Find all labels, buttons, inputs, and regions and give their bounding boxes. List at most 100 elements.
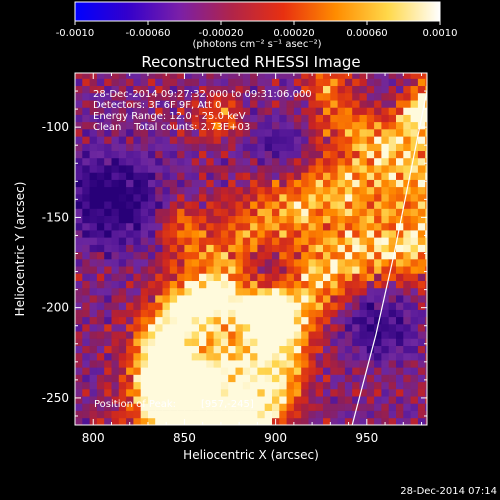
heatmap-cell — [169, 417, 178, 425]
heatmap-cell — [344, 266, 353, 274]
heatmap-cell — [352, 85, 360, 94]
heatmap-cell — [206, 410, 214, 419]
heatmap-cell — [344, 92, 353, 101]
heatmap-cell — [169, 201, 178, 209]
heatmap-cell — [213, 172, 222, 180]
heatmap-cell — [388, 201, 397, 209]
heatmap-cell — [323, 121, 331, 130]
heatmap-cell — [264, 360, 273, 368]
heatmap-cell — [315, 230, 324, 238]
heatmap-cell — [264, 273, 273, 282]
heatmap-cell — [308, 165, 317, 173]
heatmap-cell — [308, 323, 317, 332]
heatmap-cell — [374, 258, 382, 267]
heatmap-cell — [206, 280, 214, 289]
heatmap-cell — [366, 78, 375, 87]
heatmap-cell — [381, 222, 390, 231]
heatmap-cell — [148, 215, 156, 224]
heatmap-cell — [330, 78, 338, 87]
heatmap-cell — [337, 85, 346, 94]
heatmap-cell — [403, 295, 411, 303]
heatmap-cell — [344, 201, 353, 209]
heatmap-cell — [286, 85, 295, 94]
heatmap-cell — [184, 403, 193, 411]
heatmap-cell — [228, 360, 236, 368]
heatmap-cell — [388, 85, 397, 94]
heatmap-cell — [228, 215, 236, 224]
heatmap-cell — [162, 230, 171, 238]
colorbar-ticks: -0.0010 -0.00060 -0.00020 0.00020 0.00060 0.0… — [56, 21, 458, 39]
heatmap-cell — [169, 352, 178, 361]
heatmap-cell — [220, 136, 229, 144]
heatmap-cell — [388, 179, 397, 188]
heatmap-cell — [220, 280, 229, 289]
heatmap-cell — [396, 287, 404, 296]
heatmap-cell — [315, 273, 324, 282]
heatmap-cell — [220, 179, 229, 188]
heatmap-cell — [75, 396, 83, 404]
heatmap-cell — [293, 121, 302, 130]
heatmap-cell — [264, 388, 273, 397]
heatmap-cell — [184, 92, 193, 101]
heatmap-cell — [235, 208, 244, 217]
heatmap-cell — [257, 345, 266, 354]
heatmap-cell — [352, 244, 360, 253]
heatmap-cell — [169, 85, 178, 94]
heatmap-cell — [330, 266, 338, 274]
heatmap-cell — [308, 150, 317, 159]
heatmap-cell — [323, 331, 331, 339]
x-tick-label: 950 — [355, 431, 378, 445]
heatmap-cell — [374, 295, 382, 303]
heatmap-cell — [250, 410, 258, 419]
heatmap-cell — [242, 258, 251, 267]
heatmap-cell — [148, 309, 156, 318]
heatmap-cell — [213, 352, 222, 361]
heatmap-cell — [257, 316, 266, 325]
heatmap-cell — [206, 381, 214, 390]
heatmap-cell — [133, 100, 142, 108]
heatmap-cell — [191, 172, 200, 180]
heatmap-cell — [366, 85, 375, 94]
heatmap-cell — [403, 323, 411, 332]
heatmap-cell — [337, 244, 346, 253]
heatmap-cell — [403, 345, 411, 354]
heatmap-cell — [366, 186, 375, 195]
heatmap-cell — [96, 287, 105, 296]
heatmap-cell — [199, 302, 207, 310]
heatmap-cell — [425, 172, 427, 180]
heatmap-cell — [425, 73, 427, 79]
heatmap-cell — [293, 215, 302, 224]
heatmap-cell — [396, 165, 404, 173]
heatmap-cell — [250, 280, 258, 289]
heatmap-cell — [359, 136, 368, 144]
heatmap-cell — [417, 172, 426, 180]
heatmap-cell — [293, 78, 302, 87]
heatmap-cell — [191, 388, 200, 397]
heatmap-cell — [220, 222, 229, 231]
heatmap-cell — [199, 201, 207, 209]
heatmap-cell — [337, 237, 346, 245]
heatmap-cell — [96, 114, 105, 123]
heatmap-cell — [89, 107, 98, 115]
heatmap-cell — [118, 73, 127, 79]
heatmap-cell — [330, 345, 338, 354]
heatmap-cell — [388, 215, 397, 224]
heatmap-cell — [323, 136, 331, 144]
heatmap-cell — [148, 92, 156, 101]
heatmap-cell — [396, 244, 404, 253]
heatmap-cell — [199, 396, 207, 404]
heatmap-cell — [344, 100, 353, 108]
heatmap-cell — [301, 280, 309, 289]
heatmap-cell — [366, 309, 375, 318]
heatmap-cell — [403, 302, 411, 310]
heatmap-cell — [264, 258, 273, 267]
heatmap-cell — [417, 266, 426, 274]
heatmap-cell — [257, 92, 266, 101]
heatmap-cell — [425, 403, 427, 411]
heatmap-cell — [330, 323, 338, 332]
heatmap-cell — [344, 367, 353, 375]
heatmap-cell — [235, 114, 244, 123]
heatmap-cell — [279, 381, 287, 390]
heatmap-cell — [337, 114, 346, 123]
heatmap-cell — [82, 215, 90, 224]
